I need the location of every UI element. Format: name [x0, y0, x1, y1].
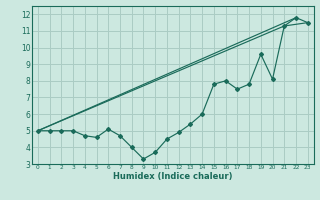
X-axis label: Humidex (Indice chaleur): Humidex (Indice chaleur) — [113, 172, 233, 181]
